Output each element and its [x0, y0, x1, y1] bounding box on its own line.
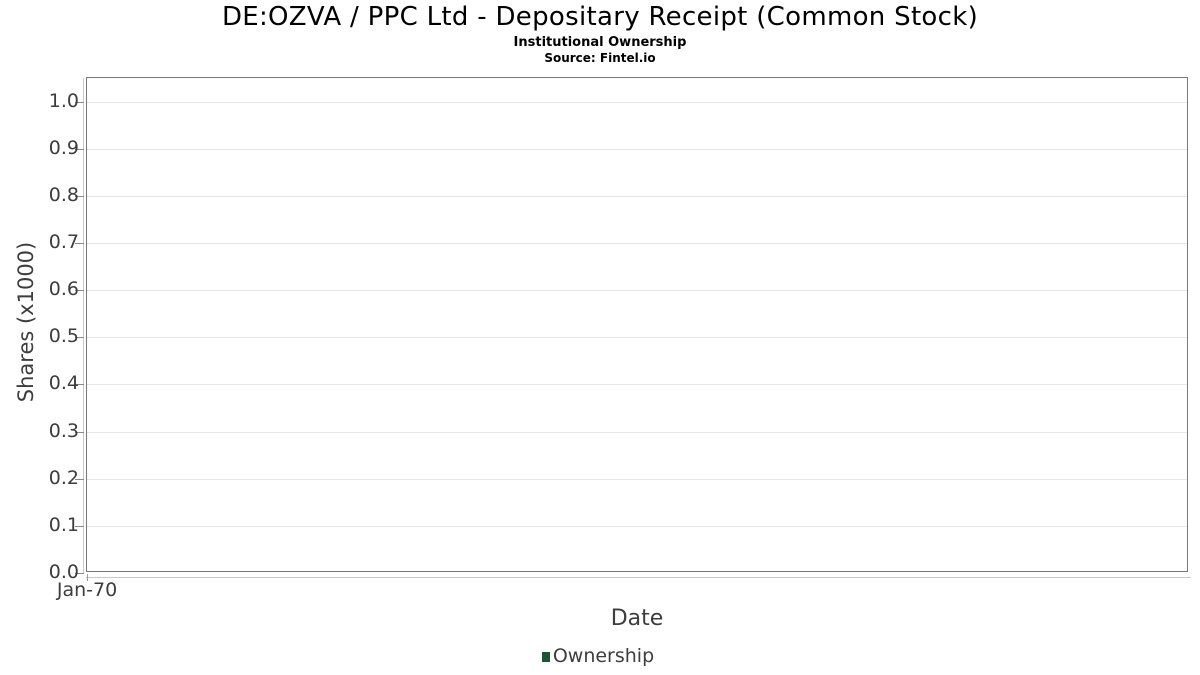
- y-gridline: [87, 337, 1187, 338]
- y-gridline: [87, 243, 1187, 244]
- y-gridline: [87, 290, 1187, 291]
- y-gridline: [87, 196, 1187, 197]
- y-tick-label: 0.3: [48, 420, 79, 442]
- y-tick-label: 0.6: [48, 278, 79, 300]
- y-tick-label: 0.9: [48, 137, 79, 159]
- x-axis-label: Date: [610, 606, 664, 631]
- y-tick-mark: [75, 243, 84, 244]
- legend-item-ownership[interactable]: Ownership: [541, 645, 655, 667]
- y-tick-mark: [75, 149, 84, 150]
- y-tick-mark: [75, 102, 84, 103]
- y-gridline: [87, 384, 1187, 385]
- y-gridline: [87, 102, 1187, 103]
- chart-subtitle: Institutional Ownership: [513, 35, 687, 50]
- x-tick-mark: [87, 574, 88, 581]
- y-gridline: [87, 432, 1187, 433]
- y-tick-mark: [75, 384, 84, 385]
- legend: Ownership: [0, 645, 1196, 667]
- x-axis-line: [86, 577, 1191, 578]
- y-gridline: [87, 526, 1187, 527]
- y-tick-mark: [75, 573, 84, 574]
- y-tick-label: 0.2: [48, 467, 79, 489]
- y-tick-label: 0.4: [48, 372, 79, 394]
- y-tick-label: 0.0: [48, 561, 79, 583]
- y-gridline: [87, 149, 1187, 150]
- y-tick-mark: [75, 479, 84, 480]
- y-tick-mark: [75, 432, 84, 433]
- y-tick-mark: [75, 526, 84, 527]
- y-tick-label: 0.1: [48, 514, 79, 536]
- y-tick-mark: [75, 196, 84, 197]
- legend-label: Ownership: [552, 645, 655, 667]
- y-tick-label: 0.7: [48, 231, 79, 253]
- chart-source: Source: Fintel.io: [544, 51, 656, 65]
- y-tick-label: 1.0: [48, 90, 79, 112]
- x-tick-label: Jan-70: [56, 579, 118, 601]
- y-axis-line: [83, 78, 84, 573]
- y-tick-mark: [75, 290, 84, 291]
- y-tick-label: 0.8: [48, 184, 79, 206]
- chart-title: DE:OZVA / PPC Ltd - Depositary Receipt (…: [221, 2, 979, 32]
- y-tick-label: 0.5: [48, 325, 79, 347]
- y-tick-mark: [75, 337, 84, 338]
- y-gridline: [87, 479, 1187, 480]
- plot-area: [75, 77, 1191, 581]
- legend-marker-square: [541, 652, 550, 662]
